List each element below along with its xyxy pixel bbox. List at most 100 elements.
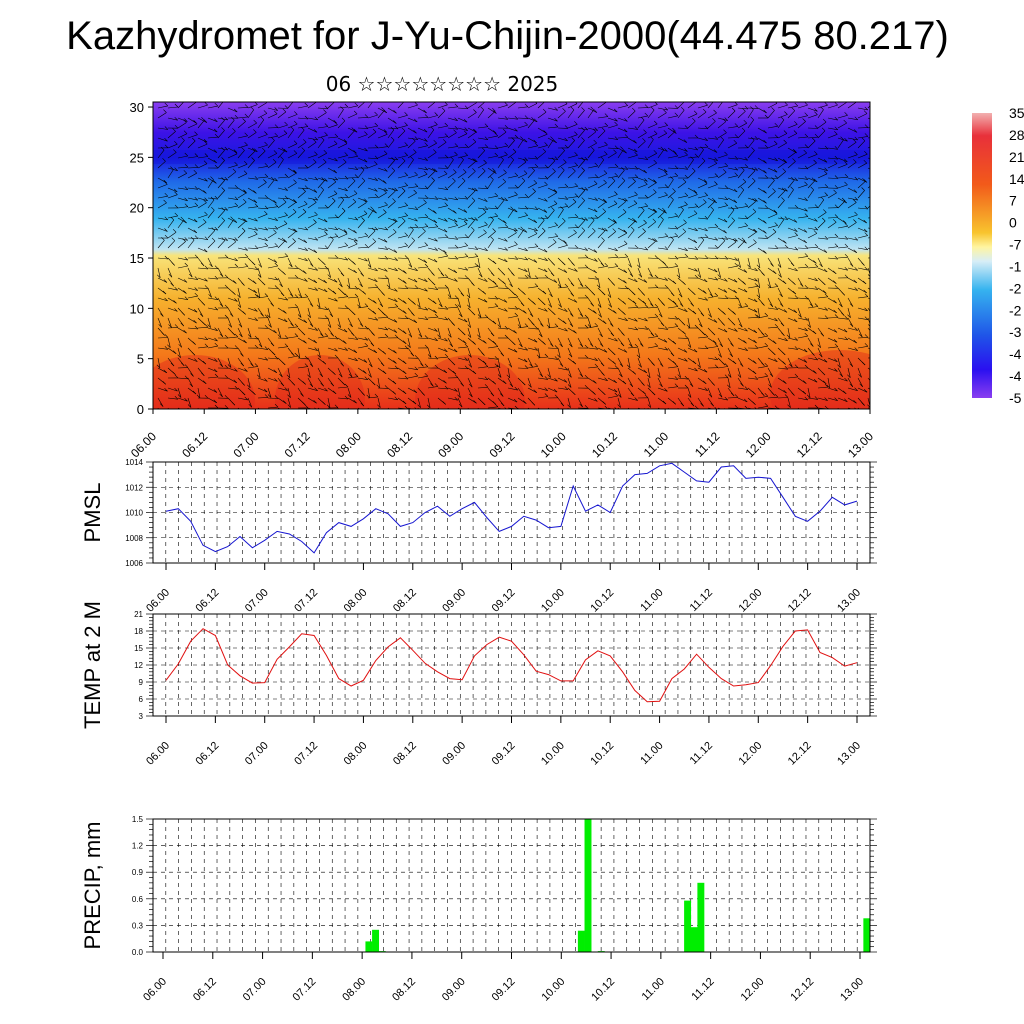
wind-barb-flag xyxy=(713,319,718,323)
wind-barb-flag xyxy=(704,297,708,301)
wind-barb-flag xyxy=(243,189,247,193)
wind-barb xyxy=(167,397,178,400)
wind-barb-flag xyxy=(863,219,867,224)
wind-barb-flag xyxy=(653,120,658,125)
wind-barb xyxy=(357,180,366,189)
wind-barb-flag xyxy=(591,146,595,151)
wind-barb-flag xyxy=(610,332,615,337)
wind-barb-flag xyxy=(581,217,585,221)
wind-barb xyxy=(797,237,807,244)
wind-barb xyxy=(267,317,272,328)
wind-barb-flag xyxy=(302,401,306,406)
wind-barb xyxy=(397,347,409,350)
x-tick-label: 09.12 xyxy=(490,976,518,1004)
wind-barb xyxy=(807,387,811,398)
wind-barb-flag xyxy=(454,222,458,226)
wind-barb xyxy=(517,173,528,179)
wind-barb-flag xyxy=(304,355,309,360)
wind-barb-flag xyxy=(227,364,232,368)
wind-barb-flag xyxy=(274,124,279,128)
wind-barb xyxy=(737,317,743,328)
wind-barb xyxy=(357,345,368,349)
wind-barb xyxy=(817,337,821,348)
wind-barb xyxy=(617,277,627,284)
wind-barb-flag xyxy=(219,303,224,307)
wind-barb xyxy=(407,104,418,109)
wind-barb-flag xyxy=(754,267,758,272)
wind-barb-flag xyxy=(263,388,268,393)
x-tick-label: 08.12 xyxy=(384,429,415,460)
wind-barb xyxy=(367,297,377,304)
wind-barb xyxy=(747,232,757,239)
wind-barb-flag xyxy=(424,335,429,339)
wind-barb xyxy=(297,307,302,318)
wind-barb xyxy=(587,230,596,239)
wind-barb-flag xyxy=(788,414,791,417)
wind-barb xyxy=(197,222,207,229)
wind-barb xyxy=(387,357,397,364)
wind-barb xyxy=(537,127,547,134)
wind-barb xyxy=(327,337,338,340)
wind-barb xyxy=(697,111,707,119)
wind-barb xyxy=(207,210,215,219)
wind-barb-flag xyxy=(594,174,599,178)
wind-barb-flag xyxy=(341,381,346,386)
wind-barb-flag xyxy=(833,299,837,304)
wind-barb-flag xyxy=(454,125,459,130)
wind-barb xyxy=(497,307,508,312)
wind-barb-flag xyxy=(632,217,636,222)
wind-barb xyxy=(487,135,498,139)
wind-barb-flag xyxy=(281,361,286,366)
wind-barb-flag xyxy=(500,156,504,160)
wind-barb-flag xyxy=(519,343,523,348)
wind-barb-flag xyxy=(364,164,369,169)
wind-barb xyxy=(757,396,768,399)
wind-barb-flag xyxy=(714,181,718,185)
wind-barb-flag xyxy=(467,334,472,338)
wind-barb xyxy=(577,397,583,408)
wind-barb xyxy=(857,307,868,312)
wind-barb-flag xyxy=(694,274,699,279)
colorbar-label: 0 xyxy=(1009,215,1017,231)
wind-barb xyxy=(437,247,447,254)
wind-barb xyxy=(367,196,379,199)
wind-barb-flag xyxy=(552,239,557,243)
wind-barb-flag xyxy=(742,178,747,183)
wind-barb-flag xyxy=(844,161,848,165)
wind-barb xyxy=(217,190,225,199)
wind-barb-flag xyxy=(572,360,577,365)
wind-barb xyxy=(527,145,538,149)
wind-barb xyxy=(257,182,267,189)
wind-barb-flag xyxy=(744,144,749,149)
wind-barb-flag xyxy=(323,288,328,293)
wind-barb-flag xyxy=(264,210,268,215)
wind-barb xyxy=(737,217,749,219)
wind-barb-flag xyxy=(239,333,243,338)
wind-barb xyxy=(467,377,473,388)
wind-barb-flag xyxy=(650,332,655,337)
wind-barb xyxy=(397,155,408,159)
wind-barb xyxy=(837,102,847,109)
wind-barb-flag xyxy=(284,296,289,301)
wind-barb xyxy=(757,335,768,339)
wind-barb xyxy=(497,247,508,251)
wind-barb xyxy=(517,196,529,199)
wind-barb-flag xyxy=(509,283,513,288)
wind-barb-flag xyxy=(203,199,207,204)
wind-barb xyxy=(417,127,428,133)
wind-barb-flag xyxy=(332,98,335,101)
wind-barb-flag xyxy=(254,335,259,340)
wind-barb xyxy=(257,213,268,219)
wind-barb-flag xyxy=(384,385,389,389)
wind-barb-flag xyxy=(875,404,878,407)
wind-barb-flag xyxy=(523,229,528,233)
wind-barb xyxy=(707,387,713,398)
wind-barb-flag xyxy=(714,244,719,249)
wind-barb xyxy=(727,367,732,378)
wind-barb-flag xyxy=(283,318,288,323)
wind-barb-flag xyxy=(764,312,769,317)
wind-barb-flag xyxy=(484,278,488,282)
wind-barb-flag xyxy=(313,199,317,203)
wind-barb xyxy=(267,179,275,189)
wind-barb-flag xyxy=(404,232,408,236)
